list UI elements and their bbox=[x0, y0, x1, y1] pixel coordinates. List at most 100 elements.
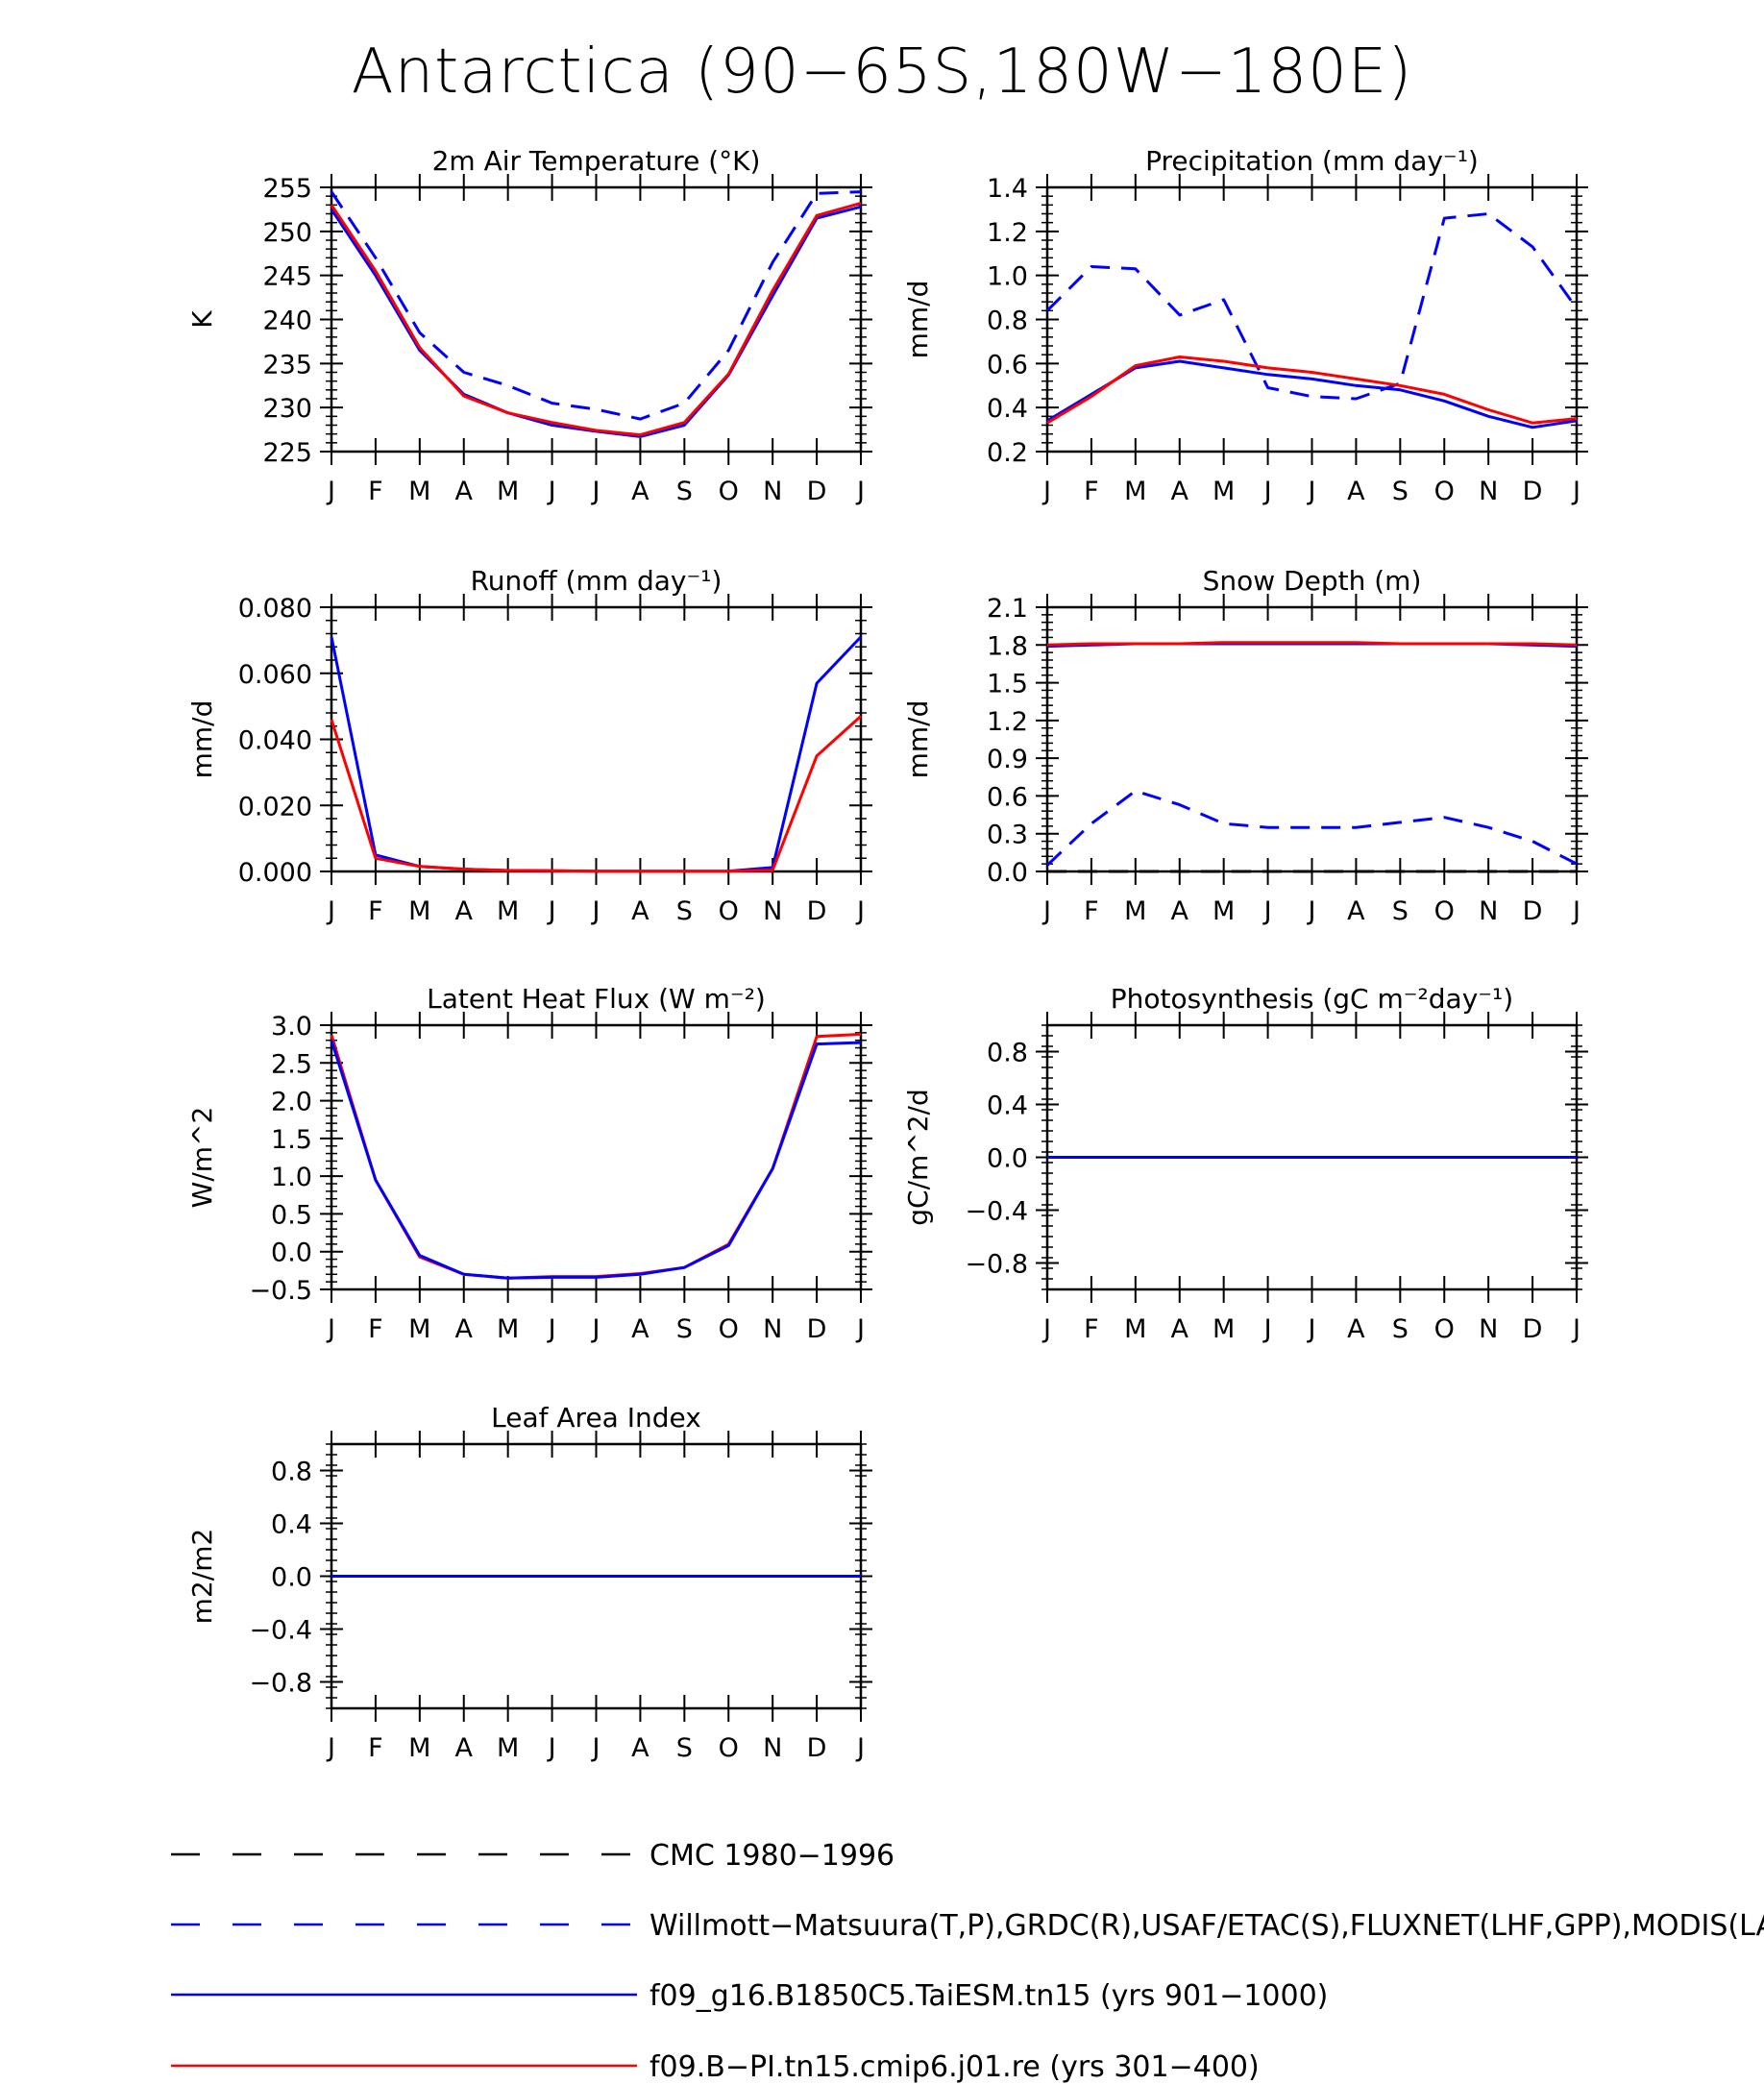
panel-title: Snow Depth (m) bbox=[1203, 565, 1422, 597]
x-tick-label: S bbox=[1392, 1314, 1409, 1344]
x-tick-label: M bbox=[1124, 477, 1146, 506]
x-tick-label: J bbox=[326, 896, 335, 926]
y-tick-label: 0.3 bbox=[987, 821, 1028, 850]
x-tick-label: A bbox=[631, 896, 649, 926]
y-tick-label: 2.0 bbox=[271, 1088, 312, 1117]
x-tick-label: F bbox=[1084, 896, 1099, 926]
x-tick-label: O bbox=[719, 1733, 739, 1763]
y-tick-label: 1.0 bbox=[271, 1163, 312, 1192]
x-tick-label: M bbox=[408, 477, 430, 506]
legend-label-model2: f09.B−PI.tn15.cmip6.j01.re (yrs 301−400) bbox=[649, 2050, 1260, 2084]
y-tick-label: 0.4 bbox=[271, 1510, 312, 1540]
chart-panel-4: J F M A M J J A S O N D J0.00.30.60.91.21.51.82.1Sno… bbox=[902, 565, 1588, 926]
x-tick-label: O bbox=[719, 477, 739, 506]
chart-panel-5: J F M A M J J A S O N D J−0.50.00.51.01.52.02.53.0La… bbox=[186, 983, 872, 1344]
x-tick-label: J bbox=[547, 1314, 556, 1344]
x-tick-label: S bbox=[676, 1733, 693, 1763]
series-line-model2 bbox=[330, 202, 862, 437]
y-axis-label: mm/d bbox=[186, 700, 218, 779]
plot-frame bbox=[330, 1023, 863, 1291]
x-tick-label: J bbox=[1307, 477, 1316, 506]
x-tick-label: J bbox=[855, 477, 865, 506]
x-tick-label: D bbox=[1523, 477, 1543, 506]
x-tick-label: D bbox=[1523, 896, 1543, 926]
y-tick-label: −0.8 bbox=[249, 1669, 312, 1699]
x-tick-label: J bbox=[326, 1733, 335, 1763]
x-tick-label: A bbox=[455, 896, 474, 926]
x-tick-label: A bbox=[631, 1314, 649, 1344]
y-tick-label: 0.8 bbox=[987, 1039, 1028, 1068]
x-tick-label: M bbox=[497, 896, 519, 926]
y-axis-label: m2/m2 bbox=[186, 1529, 218, 1625]
x-tick-label: M bbox=[408, 1314, 430, 1344]
panel-title: Runoff (mm day⁻¹) bbox=[471, 565, 723, 597]
y-tick-label: 1.2 bbox=[987, 707, 1028, 737]
x-tick-label: F bbox=[1084, 477, 1099, 506]
x-tick-label: J bbox=[1571, 477, 1580, 506]
y-tick-label: 0.040 bbox=[238, 726, 312, 756]
y-tick-label: −0.8 bbox=[965, 1250, 1028, 1280]
y-tick-label: 1.2 bbox=[987, 218, 1028, 248]
y-tick-label: 0.060 bbox=[238, 660, 312, 690]
x-tick-label: O bbox=[1434, 477, 1455, 506]
x-tick-label: A bbox=[455, 1314, 474, 1344]
legend-label-obs: Willmott−Matsuura(T,P),GRDC(R),USAF/ETAC… bbox=[649, 1909, 1764, 1943]
x-tick-label: F bbox=[1084, 1314, 1099, 1344]
chart-panel-3: J F M A M J J A S O N D J0.0000.0200.0400.0600.080Ru… bbox=[186, 565, 872, 926]
x-tick-label: S bbox=[676, 477, 693, 506]
y-tick-label: 0.4 bbox=[987, 394, 1028, 424]
x-tick-label: N bbox=[1479, 1314, 1498, 1344]
x-tick-label: S bbox=[676, 896, 693, 926]
x-tick-label: F bbox=[368, 477, 383, 506]
x-tick-label: A bbox=[1347, 896, 1365, 926]
x-tick-label: M bbox=[497, 1733, 519, 1763]
x-tick-label: J bbox=[855, 896, 865, 926]
plot-frame bbox=[330, 185, 863, 454]
series-line-model2 bbox=[1046, 641, 1578, 647]
y-tick-label: 1.4 bbox=[987, 174, 1028, 204]
x-tick-label: J bbox=[1262, 477, 1272, 506]
y-tick-label: 1.5 bbox=[987, 670, 1028, 699]
y-tick-label: 0.0 bbox=[987, 1144, 1028, 1174]
y-tick-label: 0.9 bbox=[987, 745, 1028, 774]
x-tick-label: M bbox=[1124, 896, 1146, 926]
x-tick-label: N bbox=[763, 1314, 782, 1344]
x-tick-label: J bbox=[326, 1314, 335, 1344]
x-tick-label: J bbox=[1262, 896, 1272, 926]
x-tick-label: D bbox=[1523, 1314, 1543, 1344]
y-tick-label: 235 bbox=[262, 350, 312, 380]
x-tick-label: O bbox=[719, 1314, 739, 1344]
x-tick-label: D bbox=[807, 1314, 827, 1344]
panel-title: Precipitation (mm day⁻¹) bbox=[1145, 145, 1479, 177]
y-axis-label: mm/d bbox=[902, 281, 934, 359]
panel-title: 2m Air Temperature (°K) bbox=[432, 145, 761, 177]
x-tick-label: J bbox=[1307, 896, 1316, 926]
y-tick-label: 0.0 bbox=[271, 1563, 312, 1593]
y-tick-label: 255 bbox=[262, 174, 312, 204]
y-tick-label: 1.0 bbox=[987, 262, 1028, 292]
x-tick-label: J bbox=[1262, 1314, 1272, 1344]
y-tick-label: 240 bbox=[262, 306, 312, 336]
x-tick-label: J bbox=[591, 1314, 600, 1344]
series-line-model1 bbox=[330, 635, 863, 873]
x-tick-label: O bbox=[719, 896, 739, 926]
y-tick-label: 0.8 bbox=[271, 1458, 312, 1487]
x-tick-label: A bbox=[1347, 1314, 1365, 1344]
x-tick-label: J bbox=[855, 1733, 865, 1763]
x-tick-label: A bbox=[455, 1733, 474, 1763]
x-tick-label: M bbox=[497, 477, 519, 506]
series-line-model2 bbox=[330, 715, 863, 873]
x-tick-label: M bbox=[408, 1733, 430, 1763]
panel-title: Photosynthesis (gC m⁻²day⁻¹) bbox=[1111, 983, 1513, 1015]
x-tick-label: J bbox=[547, 477, 556, 506]
series-line-obs bbox=[330, 190, 862, 421]
x-tick-label: A bbox=[1347, 477, 1365, 506]
y-tick-label: 250 bbox=[262, 218, 312, 248]
x-tick-label: J bbox=[1041, 1314, 1051, 1344]
x-tick-label: J bbox=[547, 896, 556, 926]
y-tick-label: 0.6 bbox=[987, 350, 1028, 380]
y-tick-label: 0.0 bbox=[987, 858, 1028, 888]
x-tick-label: J bbox=[591, 1733, 600, 1763]
